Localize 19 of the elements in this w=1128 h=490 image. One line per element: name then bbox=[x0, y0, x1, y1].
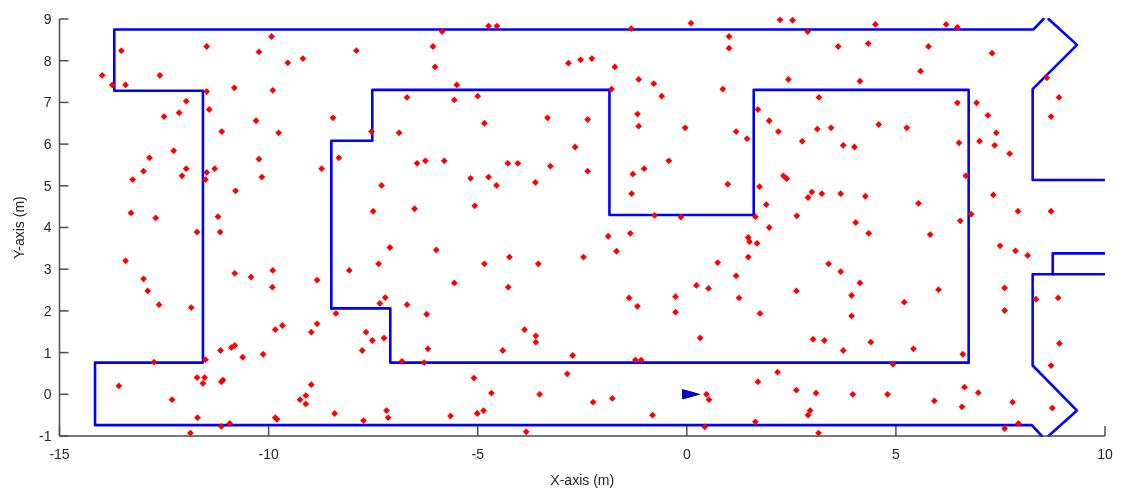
y-tick-label: 3 bbox=[43, 261, 52, 278]
x-tick-label: 0 bbox=[682, 446, 691, 462]
x-tick-label: 5 bbox=[892, 446, 900, 462]
y-tick-label: 5 bbox=[43, 177, 52, 194]
y-tick-label: 0 bbox=[43, 386, 52, 403]
x-tick-label: -15 bbox=[49, 446, 70, 462]
y-tick-label: 9 bbox=[43, 10, 52, 27]
y-tick-label: 2 bbox=[43, 302, 52, 319]
x-tick-label: -5 bbox=[471, 446, 485, 462]
y-tick-label: 4 bbox=[43, 219, 52, 236]
y-tick-label: 6 bbox=[43, 136, 52, 152]
x-tick-label: -10 bbox=[258, 446, 279, 462]
y-tick-label: -1 bbox=[39, 427, 52, 444]
y-tick-label: 8 bbox=[43, 52, 52, 69]
y-axis-title: Y-axis (m) bbox=[11, 196, 27, 259]
x-axis-title: X-axis (m) bbox=[550, 472, 615, 488]
y-tick-label: 7 bbox=[43, 94, 52, 111]
y-tick-label: 1 bbox=[43, 344, 52, 361]
x-tick-label: 10 bbox=[1097, 446, 1113, 462]
